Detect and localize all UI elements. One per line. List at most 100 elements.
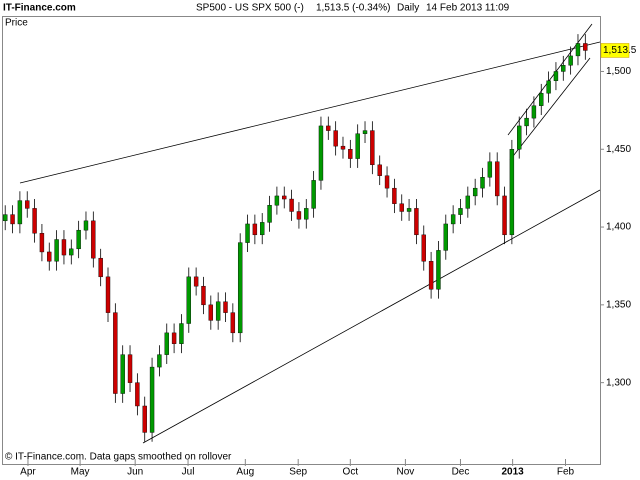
- candle-body: [282, 195, 287, 200]
- candle-body: [3, 214, 8, 222]
- y-tick-label: 1,300: [606, 377, 631, 388]
- candle-body: [561, 65, 566, 72]
- candle-body: [91, 220, 96, 259]
- last-price-label: 1,513.5: [603, 45, 637, 56]
- plot-frame: [2, 16, 601, 465]
- trendline: [142, 189, 601, 444]
- candle-body: [568, 55, 573, 66]
- candle-body: [414, 208, 419, 236]
- candle-body: [509, 149, 515, 236]
- candle-body: [458, 208, 463, 215]
- candle-body: [524, 117, 529, 127]
- candle-body: [237, 242, 243, 334]
- candle-body: [83, 220, 89, 231]
- trendline: [19, 41, 601, 184]
- candle-body: [362, 130, 368, 134]
- candle-body: [450, 214, 456, 225]
- x-tick-label: Aug: [236, 467, 254, 478]
- candle-body: [333, 130, 338, 147]
- y-tick-label: 1,500: [606, 66, 631, 77]
- candle-body: [443, 223, 448, 251]
- brand: IT-Finance.com: [3, 3, 76, 14]
- candle-body: [47, 251, 52, 262]
- candle-body: [179, 323, 184, 344]
- candle-body: [406, 208, 412, 212]
- candle-body: [39, 233, 45, 253]
- candle-body: [25, 200, 30, 209]
- candle-body: [164, 332, 169, 355]
- x-tick-label: Oct: [343, 467, 359, 478]
- y-tick-label: 1,450: [606, 144, 631, 155]
- candle-body: [296, 211, 302, 220]
- candle-body: [223, 301, 228, 313]
- candle-body: [98, 257, 103, 278]
- candle-body: [208, 304, 214, 321]
- x-tick-label: Dec: [452, 467, 470, 478]
- candle-body: [348, 149, 353, 159]
- y-axis-label: Price: [5, 18, 28, 29]
- candle-body: [260, 222, 265, 236]
- timestamp: 14 Feb 2013 11:09: [426, 3, 510, 14]
- candle-body: [215, 301, 221, 321]
- candle-body: [113, 312, 118, 394]
- candle-body: [69, 248, 74, 256]
- candle-body: [105, 276, 111, 313]
- candle-body: [539, 93, 544, 106]
- candle-body: [480, 177, 485, 189]
- candle-body: [135, 382, 140, 407]
- candle-body: [32, 208, 37, 234]
- x-tick-label: May: [71, 467, 90, 478]
- candle-body: [436, 250, 441, 290]
- candle-body: [428, 261, 434, 290]
- candle-body: [326, 125, 331, 131]
- x-tick-label: Jun: [127, 467, 143, 478]
- trendline: [509, 57, 591, 161]
- candle-body: [127, 354, 133, 383]
- candle-body: [193, 276, 199, 287]
- x-tick-label: Feb: [557, 467, 575, 478]
- candle-body: [384, 175, 390, 189]
- candle-body: [399, 203, 404, 212]
- candle-body: [157, 354, 162, 368]
- y-tick-label: 1,350: [606, 299, 631, 310]
- x-tick-label: Nov: [397, 467, 415, 478]
- candle-body: [142, 405, 147, 433]
- x-tick-label: Jul: [182, 467, 195, 478]
- candle-body: [487, 161, 493, 178]
- candle-body: [120, 354, 125, 394]
- candle-body: [54, 239, 59, 262]
- candle-body: [472, 187, 478, 197]
- candle-body: [201, 285, 206, 306]
- candle-body: [318, 125, 324, 181]
- candle-body: [531, 105, 537, 119]
- candle-body: [252, 223, 258, 236]
- candle-body: [421, 234, 426, 262]
- candle-body: [61, 239, 67, 256]
- candle-body: [245, 223, 250, 243]
- candle-body: [267, 205, 272, 223]
- candle-body: [517, 125, 522, 150]
- candle-body: [553, 71, 559, 81]
- candle-body: [377, 164, 382, 176]
- x-tick-label: Apr: [20, 467, 36, 478]
- candle-body: [304, 208, 309, 220]
- candle-body: [465, 195, 471, 209]
- y-tick-label: 1,400: [606, 222, 631, 233]
- candle-body: [502, 195, 507, 236]
- candle-body: [392, 187, 397, 204]
- candle-body: [340, 145, 346, 150]
- candle-body: [370, 130, 375, 166]
- footer: © IT-Finance.com. Data gaps smoothed on …: [5, 452, 232, 463]
- x-tick-label: Sep: [289, 467, 307, 478]
- last-price-box: [600, 43, 630, 58]
- candle-body: [546, 80, 551, 94]
- candle-body: [289, 198, 294, 212]
- candle-body: [230, 312, 236, 334]
- candle-body: [575, 43, 581, 57]
- x-tick-label: 2013: [501, 467, 524, 478]
- period: Daily: [397, 3, 419, 14]
- candle-body: [583, 43, 588, 51]
- candle-body: [17, 200, 23, 225]
